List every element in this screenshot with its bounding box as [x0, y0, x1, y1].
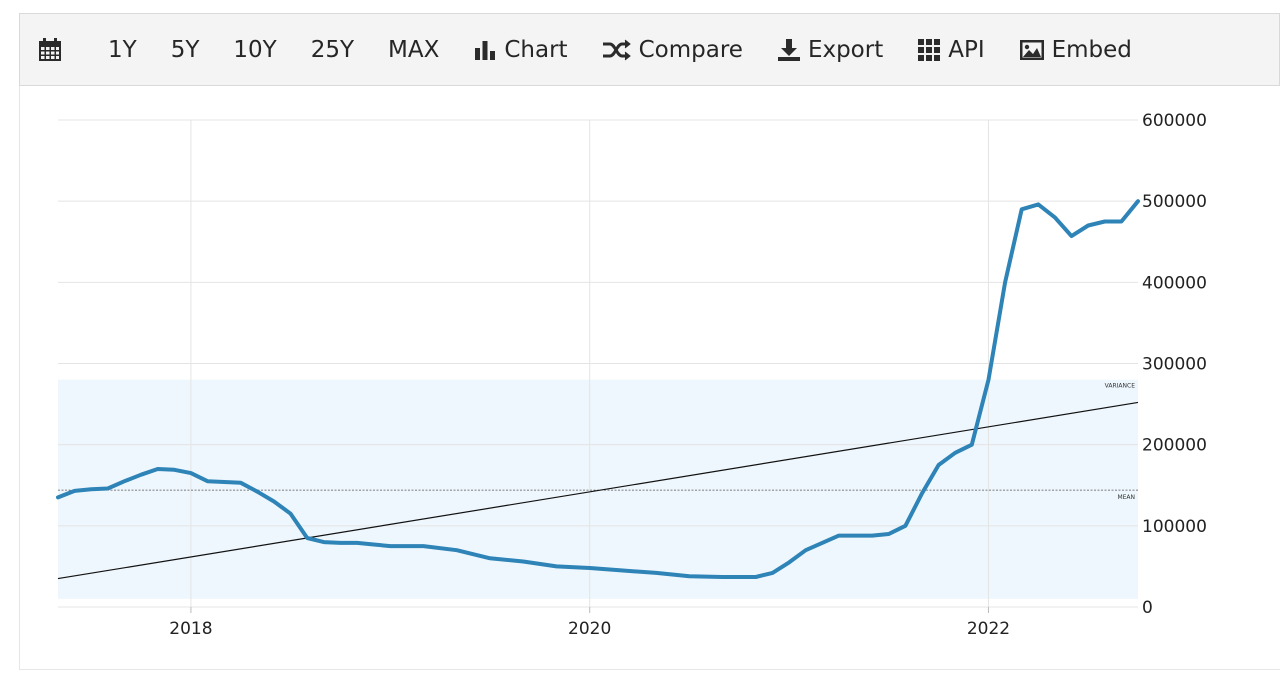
- embed-button-label: Embed: [1051, 36, 1132, 63]
- chart-toolbar: 1Y 5Y 10Y 25Y MAX Chart Compare Export: [19, 13, 1280, 86]
- chart-type-button[interactable]: Chart: [456, 14, 584, 85]
- export-button[interactable]: Export: [760, 14, 900, 85]
- y-tick-label: 300000: [1142, 355, 1207, 375]
- chart-frame: [19, 86, 1280, 670]
- mean-label: MEAN: [1117, 494, 1135, 501]
- x-tick-label: 2020: [568, 619, 611, 639]
- embed-button[interactable]: Embed: [1002, 14, 1149, 85]
- x-tick-label: 2018: [169, 619, 212, 639]
- calendar-icon: [38, 37, 62, 62]
- range-max-button[interactable]: MAX: [388, 36, 440, 63]
- y-tick-label: 400000: [1142, 273, 1207, 293]
- x-tick-label: 2022: [967, 619, 1010, 639]
- y-tick-label: 200000: [1142, 436, 1207, 456]
- shuffle-icon: [602, 39, 632, 61]
- api-button-label: API: [948, 36, 985, 63]
- y-tick-label: 0: [1142, 598, 1153, 618]
- y-tick-label: 500000: [1142, 192, 1207, 212]
- download-icon: [777, 38, 801, 62]
- variance-label: VARIANCE: [1105, 383, 1136, 390]
- y-tick-label: 100000: [1142, 517, 1207, 537]
- series-line: [56, 199, 1140, 579]
- api-button[interactable]: API: [900, 14, 1001, 85]
- compare-button-label: Compare: [638, 36, 743, 63]
- range-10y-button[interactable]: 10Y: [233, 36, 277, 63]
- range-1y-button[interactable]: 1Y: [108, 36, 137, 63]
- trend-line: [57, 401, 1139, 580]
- compare-button[interactable]: Compare: [585, 14, 760, 85]
- bar-chart-icon: [473, 38, 497, 62]
- grid-icon: [917, 38, 941, 62]
- chart-button-label: Chart: [504, 36, 568, 63]
- variance-band: [58, 379, 1138, 599]
- export-button-label: Export: [807, 36, 884, 63]
- range-5y-button[interactable]: 5Y: [170, 36, 200, 63]
- date-range-button[interactable]: [20, 14, 91, 85]
- range-25y-button[interactable]: 25Y: [310, 36, 355, 63]
- image-icon: [1019, 39, 1045, 61]
- y-tick-label: 600000: [1142, 111, 1207, 131]
